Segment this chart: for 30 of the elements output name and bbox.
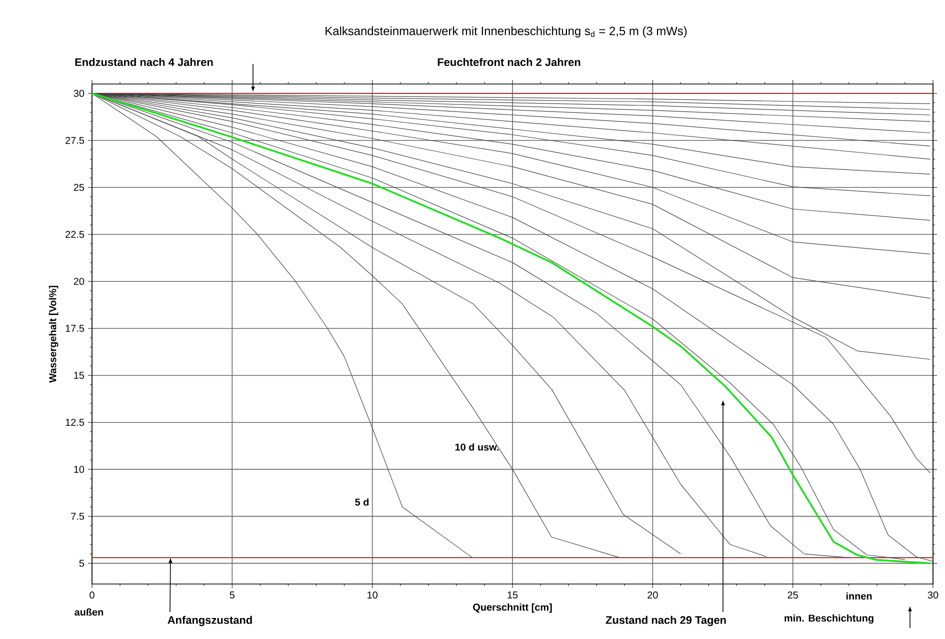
- y-tick-label: 5: [79, 560, 84, 567]
- y-tick-label: 25: [74, 184, 84, 191]
- annotation: 5 d: [355, 498, 369, 506]
- y-tick-label: 17.5: [66, 324, 84, 332]
- y-tick-label: 30: [74, 90, 84, 97]
- y-tick-label: 22.5: [66, 230, 84, 238]
- x-tick-label: 30: [928, 592, 938, 599]
- y-tick-label: 10: [74, 466, 84, 473]
- x-tick-label: 20: [648, 592, 658, 599]
- text: Endzustand nach 4 Jahren: [75, 58, 213, 66]
- x-tick-label: 15: [508, 592, 518, 598]
- y-tick-label: 12.5: [66, 418, 84, 426]
- chart-title: Kalksandsteinmauerwerk mit Innenbeschichtung s$_{d}$ = 2,5 m (3 mWs): [326, 26, 687, 38]
- text: innen: [846, 592, 872, 600]
- x-tick-label: 5: [230, 592, 235, 598]
- y-axis-title: Wassergehalt [Vol%]: [48, 286, 58, 383]
- y-tick-label: 20: [74, 278, 84, 285]
- text: Feuchtefront nach 2 Jahren: [438, 58, 580, 66]
- y-tick-label: 7.5: [71, 512, 84, 520]
- annotation: 10 d usw.: [455, 443, 499, 451]
- x-tick-label: 10: [368, 592, 378, 599]
- y-tick-label: 27.5: [66, 136, 84, 144]
- x-tick-label: 0: [90, 592, 94, 599]
- y-tick-label: 15: [74, 372, 84, 379]
- x-axis-title: Querschnitt [cm]: [473, 603, 552, 613]
- annotation: Anfangszustand: [168, 616, 252, 626]
- text: Zustand nach 29 Tagen: [606, 616, 726, 626]
- text: min. Beschichtung: [784, 614, 874, 624]
- text: außen: [74, 608, 104, 616]
- x-tick-label: 25: [788, 592, 798, 599]
